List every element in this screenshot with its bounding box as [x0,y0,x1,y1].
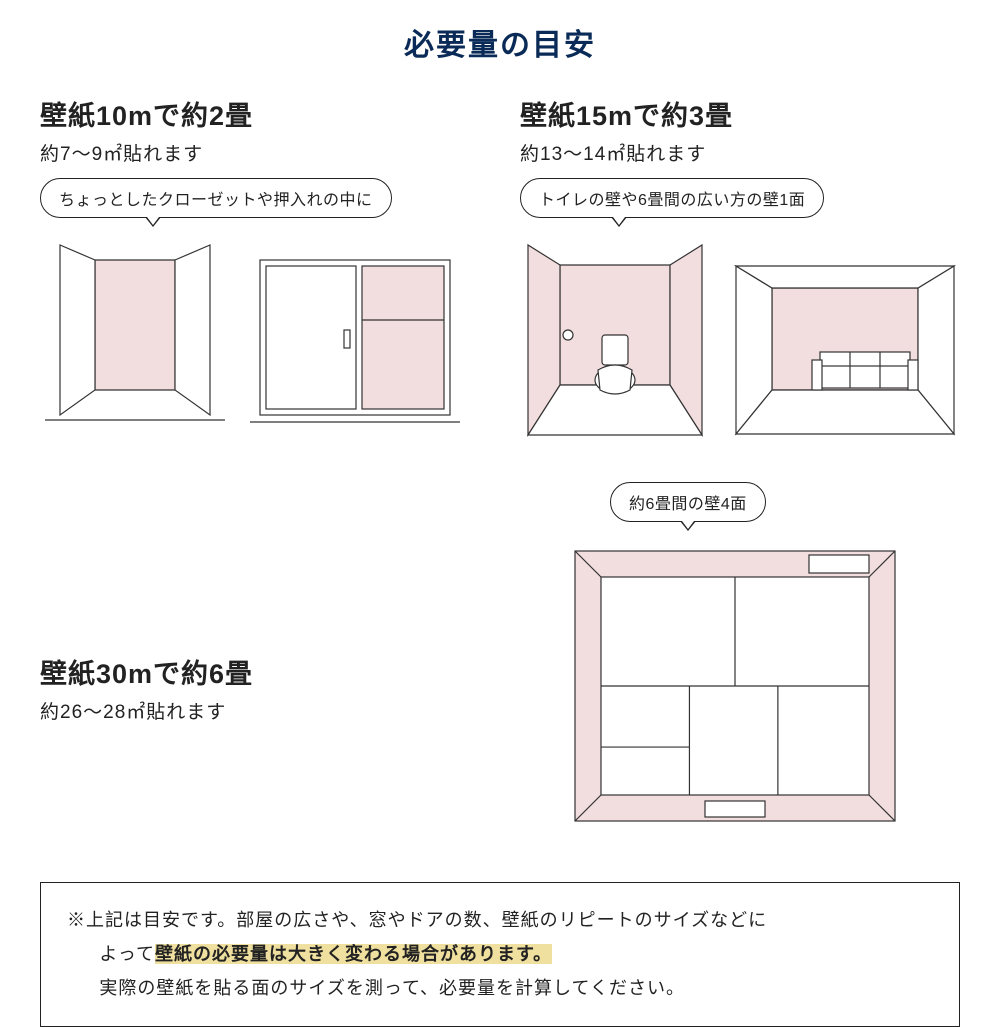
bubble-10m: ちょっとしたクローゼットや押入れの中に [40,178,392,218]
section-15m: 壁紙15mで約3畳 約13〜14㎡貼れます トイレの壁や6畳間の広い方の壁1面 [520,94,960,440]
closet-open-icon [40,240,230,430]
bubble-tail-icon [680,521,696,531]
content-grid: 壁紙10mで約2畳 約7〜9㎡貼れます ちょっとしたクローゼットや押入れの中に … [40,94,960,846]
note-box: ※上記は目安です。部屋の広さや、窓やドアの数、壁紙のリピートのサイズなどに よっ… [40,882,960,1027]
section-10m: 壁紙10mで約2畳 約7〜9㎡貼れます ちょっとしたクローゼットや押入れの中に [40,94,480,440]
note-highlight: 壁紙の必要量は大きく変わる場合があります。 [155,944,552,964]
sub-30m: 約26〜28㎡貼れます [40,697,480,724]
toilet-room-icon [520,240,710,440]
heading-30m: 壁紙30mで約6畳 [40,652,480,691]
bubble-15m: トイレの壁や6畳間の広い方の壁1面 [520,178,824,218]
living-wall-icon [730,260,960,440]
note-line2: よって壁紙の必要量は大きく変わる場合があります。 [67,937,933,971]
bubble-30m: 約6畳間の壁4面 [610,482,766,522]
sub-15m: 約13〜14㎡貼れます [520,139,960,166]
bubble-tail-icon [145,217,161,227]
heading-10m: 壁紙10mで約2畳 [40,94,480,133]
sub-10m: 約7〜9㎡貼れます [40,139,480,166]
note-line1: ※上記は目安です。部屋の広さや、窓やドアの数、壁紙のリピートのサイズなどに [67,903,933,937]
note-line2a: よって [99,944,155,964]
bubble-tail-icon [611,217,627,227]
section-30m-text: 壁紙30mで約6畳 約26〜28㎡貼れます [40,470,480,846]
note-line3: 実際の壁紙を貼る面のサイズを測って、必要量を計算してください。 [67,971,933,1005]
section-30m-illus: 約6畳間の壁4面 [520,470,960,846]
closet-sliding-icon [250,250,460,430]
heading-15m: 壁紙15mで約3畳 [520,94,960,133]
room-plan-icon [550,536,920,846]
page-title: 必要量の目安 [40,20,960,64]
